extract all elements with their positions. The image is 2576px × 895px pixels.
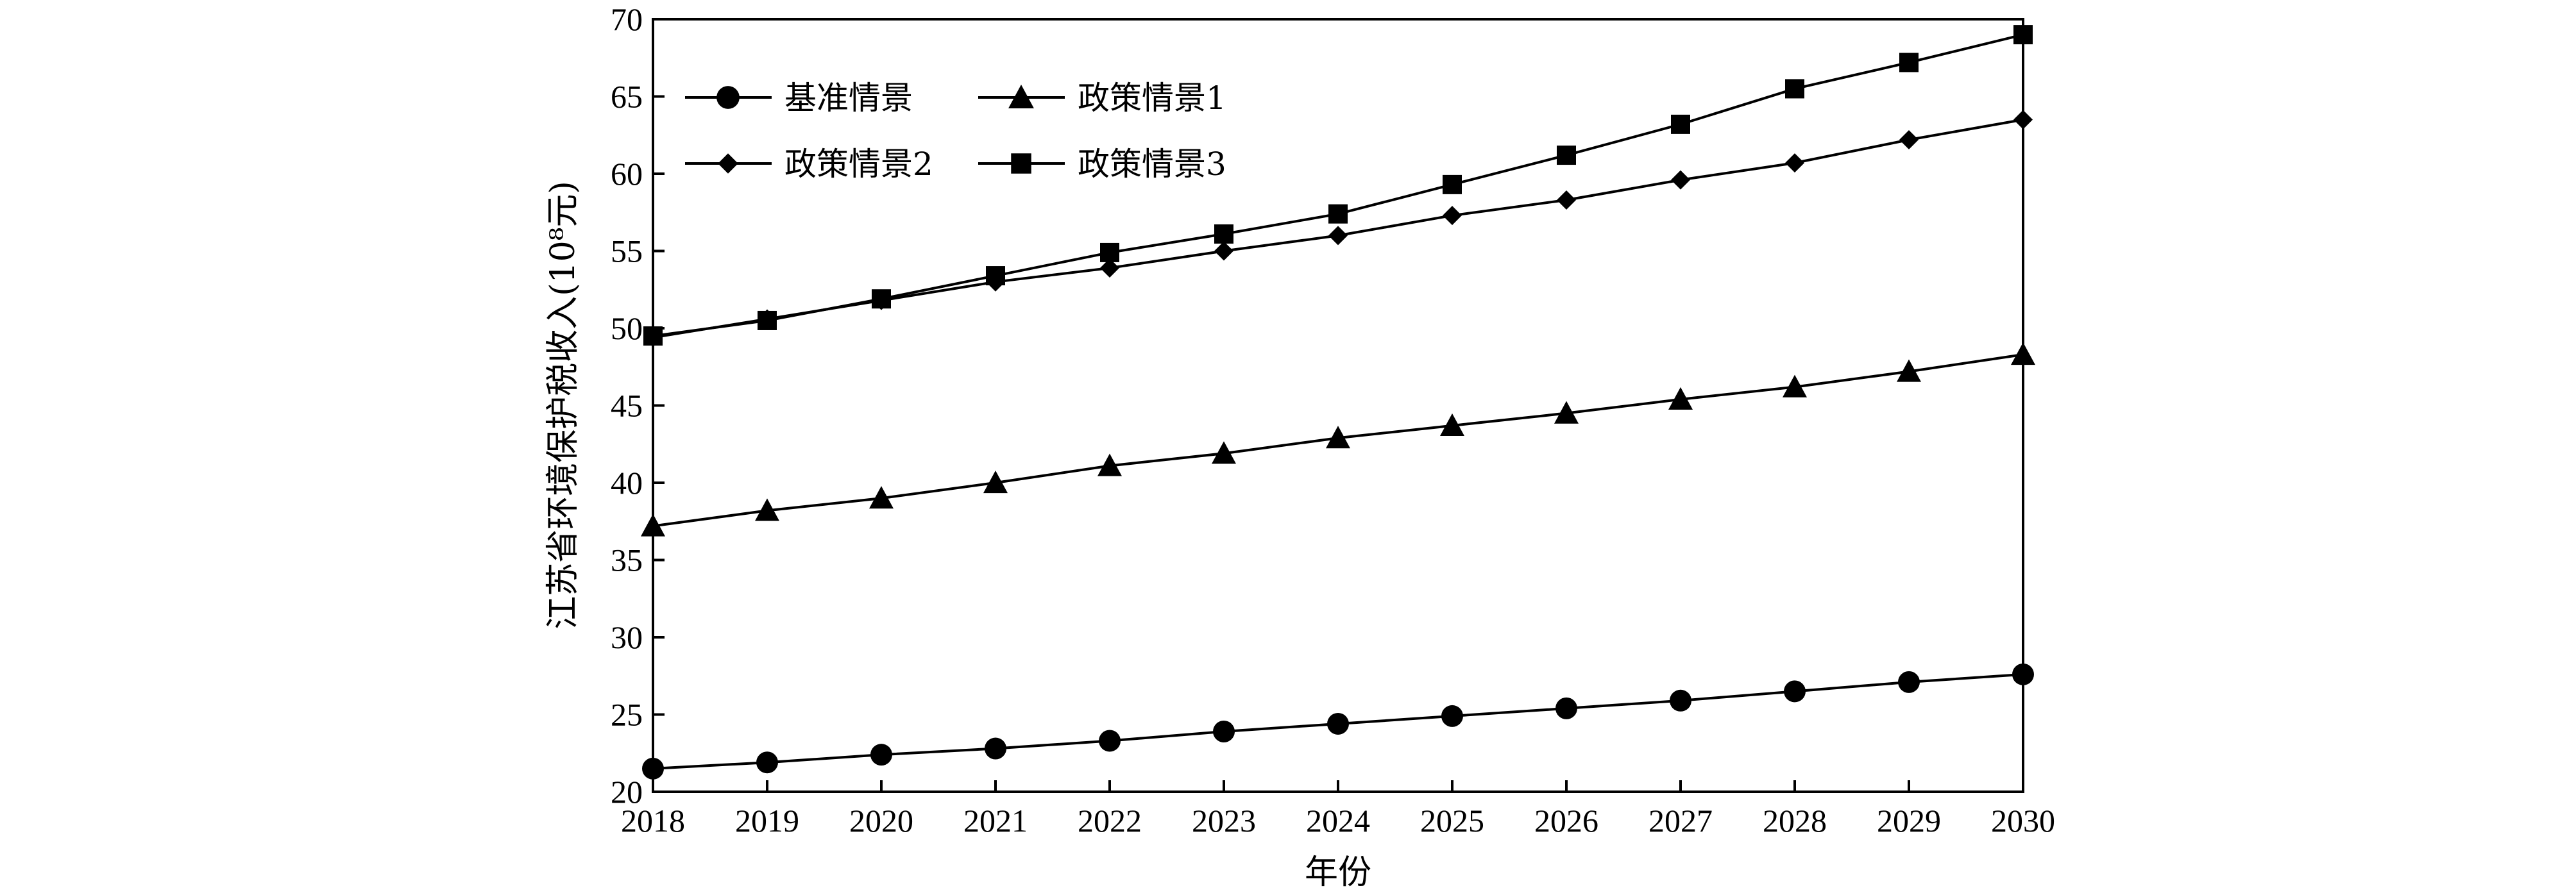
- series-2: [641, 342, 2035, 537]
- x-tick-label: 2026: [1534, 803, 1598, 839]
- y-tick-label: 45: [611, 388, 643, 424]
- series-4-point: [1671, 114, 1690, 134]
- y-tick-label: 30: [611, 619, 643, 655]
- series-4-point: [1557, 146, 1576, 165]
- legend-label: 政策情景2: [784, 146, 933, 183]
- x-tick-label: 2030: [1991, 803, 2055, 839]
- legend-marker: [716, 86, 740, 109]
- series-1-point: [1898, 671, 1920, 693]
- series-1-point: [1213, 721, 1235, 743]
- series-3-point: [2013, 110, 2033, 130]
- series-3-point: [1899, 130, 1919, 149]
- series-4-point: [1443, 174, 1462, 194]
- plot-frame: [652, 18, 2024, 793]
- legend-marker: [1008, 85, 1034, 108]
- y-tick-label: 55: [611, 233, 643, 269]
- ticks-layer: 2018 2019 2020 2021 2022 2023 2024 2025 2026 2027…: [611, 1, 2055, 839]
- legend-item: 政策情景1: [978, 79, 1226, 117]
- series-1-point: [1555, 697, 1577, 719]
- series-2-point: [1783, 374, 1807, 397]
- series-4: [643, 25, 2033, 346]
- y-tick-label: 20: [611, 774, 643, 810]
- series-2-point: [755, 498, 779, 521]
- x-tick-label: 2019: [735, 803, 799, 839]
- series-4-point: [1214, 224, 1233, 244]
- legend: 基准情景 政策情景1 政策情景2 政策情景3: [685, 79, 1226, 183]
- y-tick-label: 50: [611, 310, 643, 346]
- series-2-point: [1440, 413, 1464, 436]
- series-4-point: [758, 310, 777, 330]
- series-3-point: [1100, 258, 1119, 278]
- series-1-point: [1670, 689, 1691, 712]
- series-3-point: [1785, 153, 1804, 173]
- y-tick-label: 65: [611, 79, 643, 115]
- y-tick-label: 60: [611, 156, 643, 192]
- legend-label: 政策情景1: [1078, 79, 1226, 117]
- series-1-point: [642, 757, 664, 780]
- series-1: [642, 663, 2034, 780]
- series-2-point: [1097, 453, 1122, 476]
- series-1-point: [1327, 712, 1349, 735]
- series-1-point: [1784, 680, 1806, 703]
- series-3-point: [1557, 190, 1576, 210]
- x-tick-label: 2023: [1192, 803, 1256, 839]
- series-1-point: [1099, 730, 1121, 752]
- series-2-point: [1554, 401, 1579, 424]
- series-4-point: [643, 326, 663, 346]
- series-1-point: [985, 737, 1006, 760]
- series-4-point: [1785, 79, 1804, 99]
- x-tick-label: 2025: [1420, 803, 1484, 839]
- x-tick-label: 2024: [1306, 803, 1370, 839]
- series-2-point: [1668, 387, 1693, 410]
- legend-marker: [1011, 153, 1031, 174]
- x-tick-label: 2021: [963, 803, 1028, 839]
- series-2-point: [983, 471, 1008, 494]
- series-3-point: [1671, 170, 1690, 190]
- x-tick-label: 2018: [621, 803, 685, 839]
- legend-item: 政策情景2: [685, 146, 933, 183]
- legend-item: 基准情景: [685, 79, 913, 117]
- series-1-point: [756, 751, 778, 774]
- y-tick-label: 25: [611, 697, 643, 733]
- series-layer: [641, 25, 2035, 780]
- series-2-point: [869, 486, 894, 509]
- series-2-point: [1897, 359, 1921, 382]
- x-tick-label: 2029: [1877, 803, 1941, 839]
- x-tick-label: 2028: [1763, 803, 1827, 839]
- y-tick-label: 35: [611, 542, 643, 578]
- series-1-point: [1441, 705, 1463, 727]
- series-4-point: [872, 289, 891, 309]
- series-2-point: [1212, 441, 1236, 464]
- series-4-point: [2013, 25, 2033, 45]
- legend-label: 政策情景3: [1078, 146, 1226, 183]
- series-2-point: [1326, 426, 1350, 449]
- y-axis-label: 江苏省环境保护税收入(10⁸元): [544, 181, 582, 630]
- series-3-point: [1443, 206, 1462, 226]
- y-tick-label: 40: [611, 465, 643, 501]
- series-4-point: [1328, 204, 1348, 224]
- x-tick-label: 2022: [1078, 803, 1142, 839]
- series-2-point: [2011, 342, 2035, 365]
- legend-marker: [718, 153, 738, 174]
- x-axis-label: 年份: [1305, 853, 1371, 892]
- x-tick-label: 2020: [849, 803, 913, 839]
- series-4-point: [1899, 53, 1919, 72]
- legend-item: 政策情景3: [978, 146, 1226, 183]
- series-1-point: [2012, 663, 2034, 685]
- series-4-point: [986, 266, 1005, 286]
- y-tick-label: 70: [611, 1, 643, 37]
- series-3-point: [1214, 241, 1233, 261]
- legend-label: 基准情景: [784, 79, 913, 117]
- series-4-point: [1100, 242, 1119, 262]
- series-1-point: [870, 744, 892, 766]
- series-2-point: [641, 514, 665, 537]
- series-3-point: [1328, 226, 1348, 246]
- x-tick-label: 2027: [1648, 803, 1713, 839]
